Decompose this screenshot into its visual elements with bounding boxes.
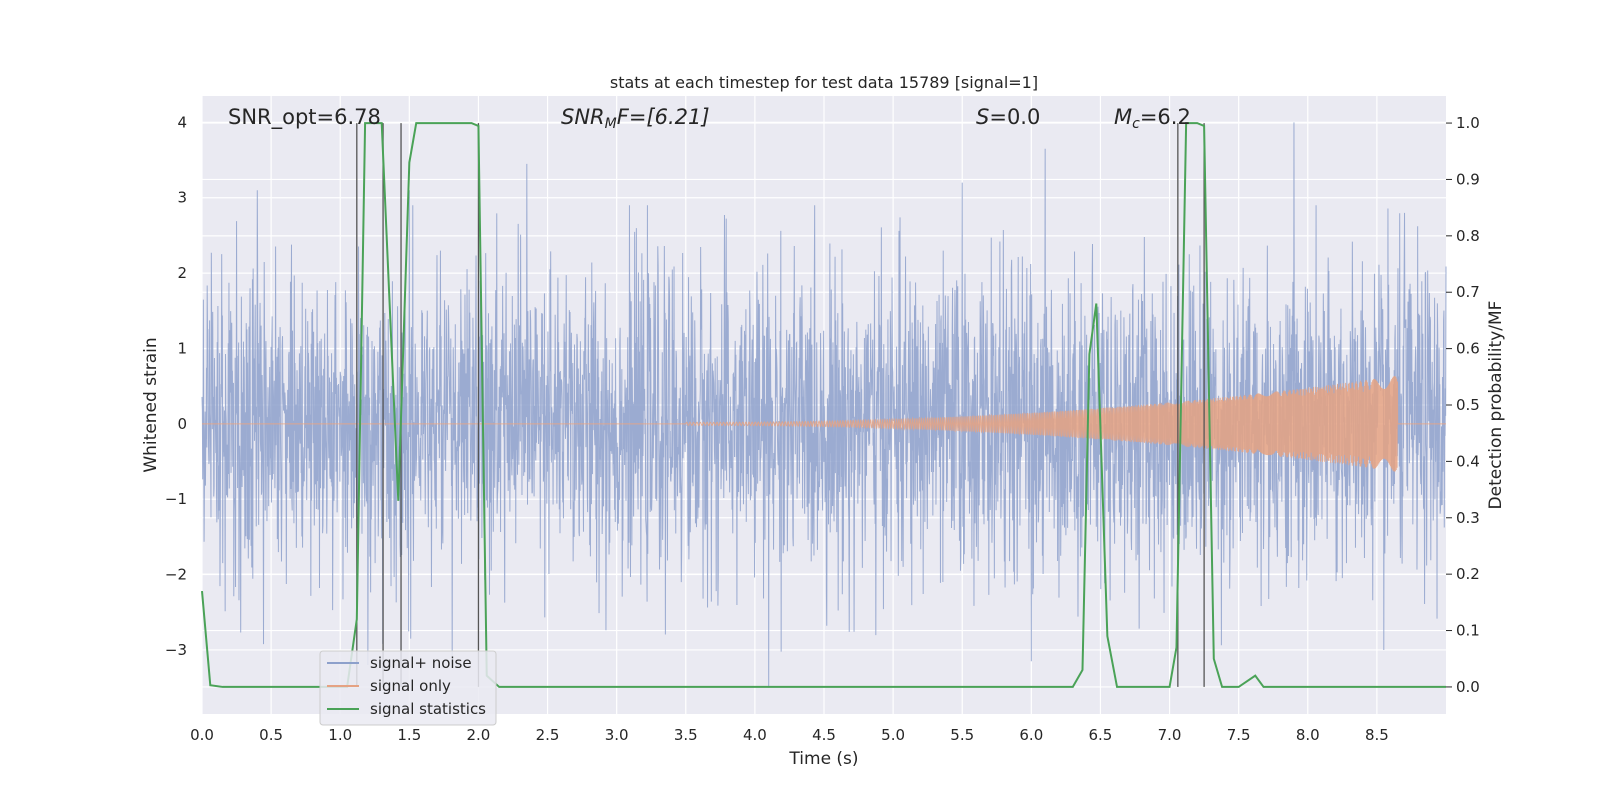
y-left-tick-label: 2 — [177, 264, 187, 282]
y-left-tick-label: 1 — [177, 339, 187, 357]
x-tick-label: 3.5 — [674, 726, 698, 744]
series-signal-only — [202, 376, 1446, 472]
annotation-s: S=0.0 — [976, 105, 1040, 129]
x-tick-label: 4.0 — [743, 726, 767, 744]
x-tick-label: 4.5 — [812, 726, 836, 744]
annotation-snr-mf-sub: M — [605, 116, 617, 132]
y-right-tick-label: 0.3 — [1456, 509, 1480, 527]
y-right-tick-label: 1.0 — [1456, 114, 1480, 132]
legend: signal+ noise signal only signal statist… — [319, 650, 497, 726]
y-right-tick-label: 0.4 — [1456, 452, 1480, 470]
x-tick-label: 2.0 — [467, 726, 491, 744]
annotation-mc-rest: =6.2 — [1140, 105, 1191, 129]
series-signal-statistics — [201, 122, 1446, 688]
legend-label-signal-statistics: signal statistics — [370, 700, 486, 718]
annotation-snr-mf-rest: F=[6.21] — [617, 105, 710, 129]
y-right-axis-label: Detection probability/MF — [1486, 301, 1506, 510]
legend-label-signal-noise: signal+ noise — [370, 654, 472, 672]
annotation-mc: Mc=6.2 — [1114, 105, 1191, 132]
y-right-tick-label: 0.2 — [1456, 565, 1480, 583]
annotation-snr-mf-main: SNR — [561, 105, 605, 129]
x-tick-label: 0.0 — [190, 726, 214, 744]
y-left-tick-label: 4 — [177, 113, 187, 131]
y-right-axis-ticks: 1.0 0.9 0.8 0.7 0.6 0.5 0.4 0.3 0.2 0.1 0.0 — [1446, 114, 1480, 696]
y-left-tick-label: 3 — [177, 189, 187, 207]
x-axis-label: Time (s) — [788, 749, 858, 769]
x-tick-label: 6.0 — [1019, 726, 1043, 744]
annotation-snr-opt: SNR_opt=6.78 — [228, 105, 381, 130]
x-tick-label: 7.0 — [1158, 726, 1182, 744]
legend-label-signal-only: signal only — [370, 677, 451, 695]
y-left-tick-label: −1 — [165, 490, 187, 508]
y-left-axis-label: Whitened strain — [141, 337, 161, 472]
y-left-tick-label: −2 — [165, 566, 187, 584]
y-left-tick-label: 0 — [177, 415, 187, 433]
signal-statistics-line — [201, 122, 1446, 688]
y-right-tick-label: 0.8 — [1456, 227, 1480, 245]
x-tick-label: 7.5 — [1227, 726, 1251, 744]
x-tick-label: 3.0 — [605, 726, 629, 744]
y-right-tick-label: 0.7 — [1456, 283, 1480, 301]
x-tick-label: 2.5 — [536, 726, 560, 744]
x-tick-label: 6.5 — [1089, 726, 1113, 744]
y-right-tick-label: 0.1 — [1456, 622, 1480, 640]
y-left-tick-label: −3 — [165, 641, 187, 659]
legend-box — [319, 650, 497, 726]
chart-title: stats at each timestep for test data 157… — [610, 73, 1038, 92]
y-right-tick-label: 0.6 — [1456, 340, 1480, 358]
annotation-mc-italic: M — [1114, 105, 1132, 129]
x-tick-label: 0.5 — [259, 726, 283, 744]
signal-only-line — [202, 376, 1446, 472]
x-axis-ticks: 0.0 0.5 1.0 1.5 2.0 2.5 3.0 3.5 4.0 4.5 5.0 5.5 6.0 6… — [190, 726, 1389, 744]
x-tick-label: 5.5 — [950, 726, 974, 744]
y-right-tick-label: 0.0 — [1456, 678, 1480, 696]
y-left-axis-ticks: 4 3 2 1 0 −1 −2 −3 — [165, 113, 187, 659]
annotation-snr-mf: SNRMF=[6.21] — [561, 105, 710, 132]
x-tick-label: 5.0 — [881, 726, 905, 744]
x-tick-label: 8.5 — [1365, 726, 1389, 744]
annotation-s-rest: =0.0 — [989, 105, 1040, 129]
y-right-tick-label: 0.9 — [1456, 170, 1480, 188]
x-tick-label: 1.5 — [397, 726, 421, 744]
annotation-s-italic: S — [976, 105, 989, 129]
x-tick-label: 8.0 — [1296, 726, 1320, 744]
x-tick-label: 1.0 — [328, 726, 352, 744]
annotation-mc-sub: c — [1132, 116, 1140, 132]
y-right-tick-label: 0.5 — [1456, 396, 1480, 414]
